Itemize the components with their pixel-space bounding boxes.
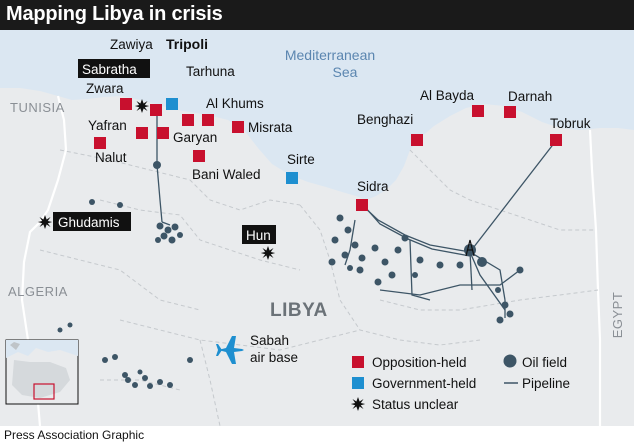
town-markers [94,98,562,211]
city-sabah-line1: Sabah [250,333,289,348]
marker-al-khums [202,114,214,126]
city-hun: Hun [246,228,271,243]
map-legend: Opposition-held Government-held Status u… [350,354,570,412]
oil-field-marker [89,199,95,205]
city-darnah: Darnah [508,89,552,104]
marker-sirte [286,172,298,184]
inset-highlight [33,383,55,400]
legend-pipeline: Pipeline [522,376,570,391]
city-sidra: Sidra [357,179,389,194]
city-zawiya: Zawiya [110,37,153,52]
ghudamis-label-box [53,212,131,231]
country-tunisia: TUNISIA [10,100,65,115]
city-tripoli: Tripoli [166,36,208,52]
hun-label-box [242,225,276,244]
city-ghudamis: Ghudamis [58,215,120,230]
marker-bani-waled [193,150,205,162]
marker-zawiya [150,104,162,116]
country-libya: LIBYA [270,300,328,321]
red-square-icon [352,356,364,368]
city-tobruk: Tobruk [550,116,591,131]
city-nalut: Nalut [95,150,127,165]
city-bani-waled: Bani Waled [192,167,261,182]
city-benghazi: Benghazi [357,112,413,127]
city-misrata: Misrata [248,120,293,135]
city-yafran: Yafran [88,118,127,133]
pipelines [156,105,556,318]
marker-yafran [136,127,148,139]
city-sirte: Sirte [287,152,315,167]
city-tarhuna: Tarhuna [186,64,235,79]
legend-opposition: Opposition-held [372,355,467,370]
country-algeria: ALGERIA [8,284,68,299]
legend-oil-field: Oil field [522,355,567,370]
dark-circle-icon [503,354,517,368]
legend-government: Government-held [372,376,476,391]
marker-tripoli [166,98,178,110]
marker-misrata [232,121,244,133]
blue-square-icon [352,377,364,389]
oil-field-marker [117,202,123,208]
oil-field-marker [153,161,161,169]
city-zwara: Zwara [86,81,124,96]
credit-line: Press Association Graphic [4,428,145,442]
title-bar: Mapping Libya in crisis [0,0,634,30]
map-canvas: Mediterranean Sea TUNISIA ALGERIA EGYPT … [0,30,634,426]
fighter-jet-icon [216,336,244,364]
city-al-bayda: Al Bayda [420,88,475,103]
city-al-khums: Al Khums [206,96,264,111]
sea-label-line1: Mediterranean [285,47,375,63]
sabratha-label-box [78,59,150,78]
city-sabah-line2: air base [250,350,298,365]
city-garyan: Garyan [173,130,217,145]
marker-darnah [504,106,516,118]
marker-benghazi [411,134,423,146]
map-title: Mapping Libya in crisis [6,3,223,25]
country-egypt: EGYPT [610,292,625,339]
legend-unclear: Status unclear [372,397,459,412]
oil-derrick-icon [465,239,475,257]
city-sabratha: Sabratha [82,62,137,77]
marker-tobruk [550,134,562,146]
oil-fields [57,161,524,389]
marker-garyan [157,127,169,139]
sea-label-line2: Sea [333,64,358,80]
marker-nalut [94,137,106,149]
marker-al-bayda [472,105,484,117]
district-lines [39,149,599,426]
marker-tarhuna [182,114,194,126]
marker-zwara [120,98,132,110]
inset-locator-map [5,339,79,405]
marker-sidra [356,199,368,211]
